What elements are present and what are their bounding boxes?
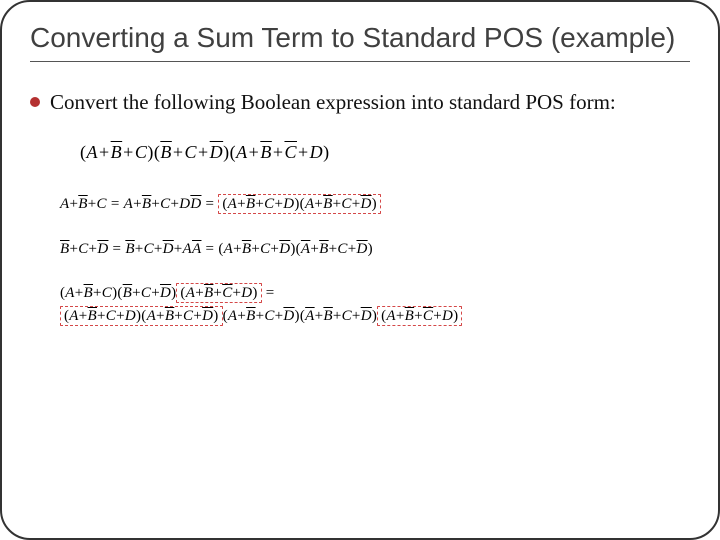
v: A <box>301 241 310 257</box>
v: D <box>442 308 453 324</box>
bullet-dot-icon <box>30 97 40 107</box>
v: A <box>305 308 314 324</box>
v: C <box>222 285 232 301</box>
v: B <box>246 308 255 324</box>
v: D <box>160 285 171 301</box>
v: A <box>305 196 314 212</box>
v: D <box>241 285 252 301</box>
v: A <box>183 241 192 257</box>
var-a: A <box>236 142 248 162</box>
v: B <box>204 285 213 301</box>
v: A <box>224 241 233 257</box>
v: C <box>78 241 88 257</box>
v: D <box>97 241 108 257</box>
dashed-final-right: (A+B+C+D) <box>377 306 462 326</box>
dashed-final-left: (A+B+C+D)(A+B+C+D) <box>60 306 223 326</box>
v: C <box>106 308 116 324</box>
math-row-2: B+C+D = B+C+D+AA = (A+B+C+D)(A+B+C+D) <box>60 238 690 261</box>
v: A <box>192 241 201 257</box>
v: B <box>125 241 134 257</box>
v: B <box>84 285 93 301</box>
bullet-item: Convert the following Boolean expression… <box>30 88 690 116</box>
v: C <box>102 285 112 301</box>
v: B <box>88 308 97 324</box>
v: C <box>160 196 170 212</box>
v: B <box>60 241 69 257</box>
v: A <box>60 196 69 212</box>
v: A <box>386 308 395 324</box>
v: D <box>190 196 201 212</box>
v: A <box>228 196 237 212</box>
v: A <box>147 308 156 324</box>
v: D <box>360 196 371 212</box>
v: C <box>342 308 352 324</box>
v: B <box>142 196 151 212</box>
var-b-bar: B <box>260 142 272 162</box>
var-d: D <box>310 142 324 162</box>
bullet-text: Convert the following Boolean expression… <box>50 88 616 116</box>
v: A <box>69 308 78 324</box>
v: C <box>341 196 351 212</box>
var-b-bar: B <box>111 142 123 162</box>
v: D <box>163 241 174 257</box>
v: B <box>78 196 87 212</box>
math-main-expression: (A+B+C)(B+C+D)(A+B+C+D) <box>80 142 690 163</box>
var-b-bar: B <box>160 142 172 162</box>
v: C <box>260 241 270 257</box>
v: C <box>423 308 433 324</box>
v: D <box>279 241 290 257</box>
page-title: Converting a Sum Term to Standard POS (e… <box>30 20 690 62</box>
v: C <box>144 241 154 257</box>
v: D <box>179 196 190 212</box>
v: C <box>96 196 106 212</box>
v: D <box>283 308 294 324</box>
dashed-result-1: (A+B+C+D)(A+B+C+D) <box>218 194 381 214</box>
v: A <box>124 196 133 212</box>
var-c: C <box>184 142 197 162</box>
dashed-intermediate: (A+B+C+D) <box>176 283 261 303</box>
v: B <box>123 285 132 301</box>
v: B <box>319 241 328 257</box>
v: C <box>183 308 193 324</box>
v: C <box>264 308 274 324</box>
v: D <box>283 196 294 212</box>
math-row-3: (A+B+C)(B+C+D)(A+B+C+D) = (A+B+C+D)(A+B+… <box>60 282 690 327</box>
v: B <box>165 308 174 324</box>
v: C <box>337 241 347 257</box>
v: A <box>65 285 74 301</box>
v: C <box>141 285 151 301</box>
var-d-bar: D <box>210 142 224 162</box>
var-a: A <box>87 142 99 162</box>
var-c-bar: C <box>284 142 297 162</box>
v: D <box>356 241 367 257</box>
v: B <box>405 308 414 324</box>
v: D <box>202 308 213 324</box>
v: A <box>186 285 195 301</box>
var-c: C <box>135 142 148 162</box>
v: B <box>242 241 251 257</box>
v: B <box>246 196 255 212</box>
v: A <box>228 308 237 324</box>
v: D <box>361 308 372 324</box>
math-row-1: A+B+C = A+B+C+DD = (A+B+C+D)(A+B+C+D) <box>60 193 690 216</box>
v: B <box>323 308 332 324</box>
v: C <box>264 196 274 212</box>
slide-frame: Converting a Sum Term to Standard POS (e… <box>0 0 720 540</box>
v: B <box>323 196 332 212</box>
v: D <box>125 308 136 324</box>
